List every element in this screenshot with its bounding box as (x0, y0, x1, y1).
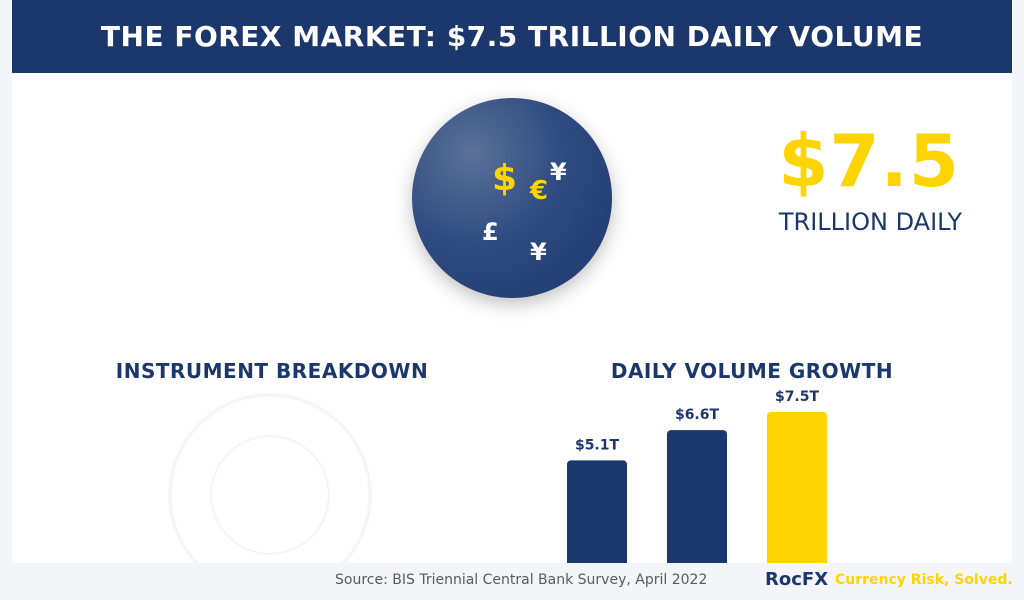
bar-2 (667, 430, 727, 563)
volume-growth-title: DAILY VOLUME GROWTH (610, 359, 894, 383)
volume-growth-bar-chart: $5.1T $6.6T $7.5T (567, 389, 827, 563)
brand-logo: RocFX (765, 569, 829, 590)
bar-value-label: $5.1T (575, 437, 620, 453)
bar-3 (767, 412, 827, 563)
instrument-breakdown-title: INSTRUMENT BREAKDOWN (115, 359, 429, 383)
bar-value-label: $7.5T (775, 389, 820, 405)
brand-tagline: Currency Risk, Solved. (835, 572, 1013, 588)
yen-icon: ¥ (550, 158, 567, 186)
currency-globe-icon: $ € ¥ £ ¥ (412, 98, 612, 298)
bar-value-label: $6.6T (675, 407, 720, 423)
dollar-icon: $ (492, 158, 518, 199)
donut-hole (212, 437, 328, 553)
headline-volume-caption: TRILLION DAILY (778, 208, 962, 236)
instrument-breakdown-donut (170, 395, 370, 563)
header-banner: THE FOREX MARKET: $7.5 TRILLION DAILY VO… (12, 0, 1012, 73)
source-note: Source: BIS Triennial Central Bank Surve… (335, 572, 708, 588)
headline-volume-value: $7.5 (778, 119, 960, 203)
pound-icon: £ (482, 218, 499, 246)
euro-icon: € (530, 176, 549, 206)
yen-icon: ¥ (530, 238, 547, 266)
bar-1 (567, 460, 627, 563)
content-panel: $ € ¥ £ ¥ $7.5 TRILLION DAILY INSTRUMENT… (12, 73, 1012, 563)
page-title: THE FOREX MARKET: $7.5 TRILLION DAILY VO… (100, 20, 924, 53)
